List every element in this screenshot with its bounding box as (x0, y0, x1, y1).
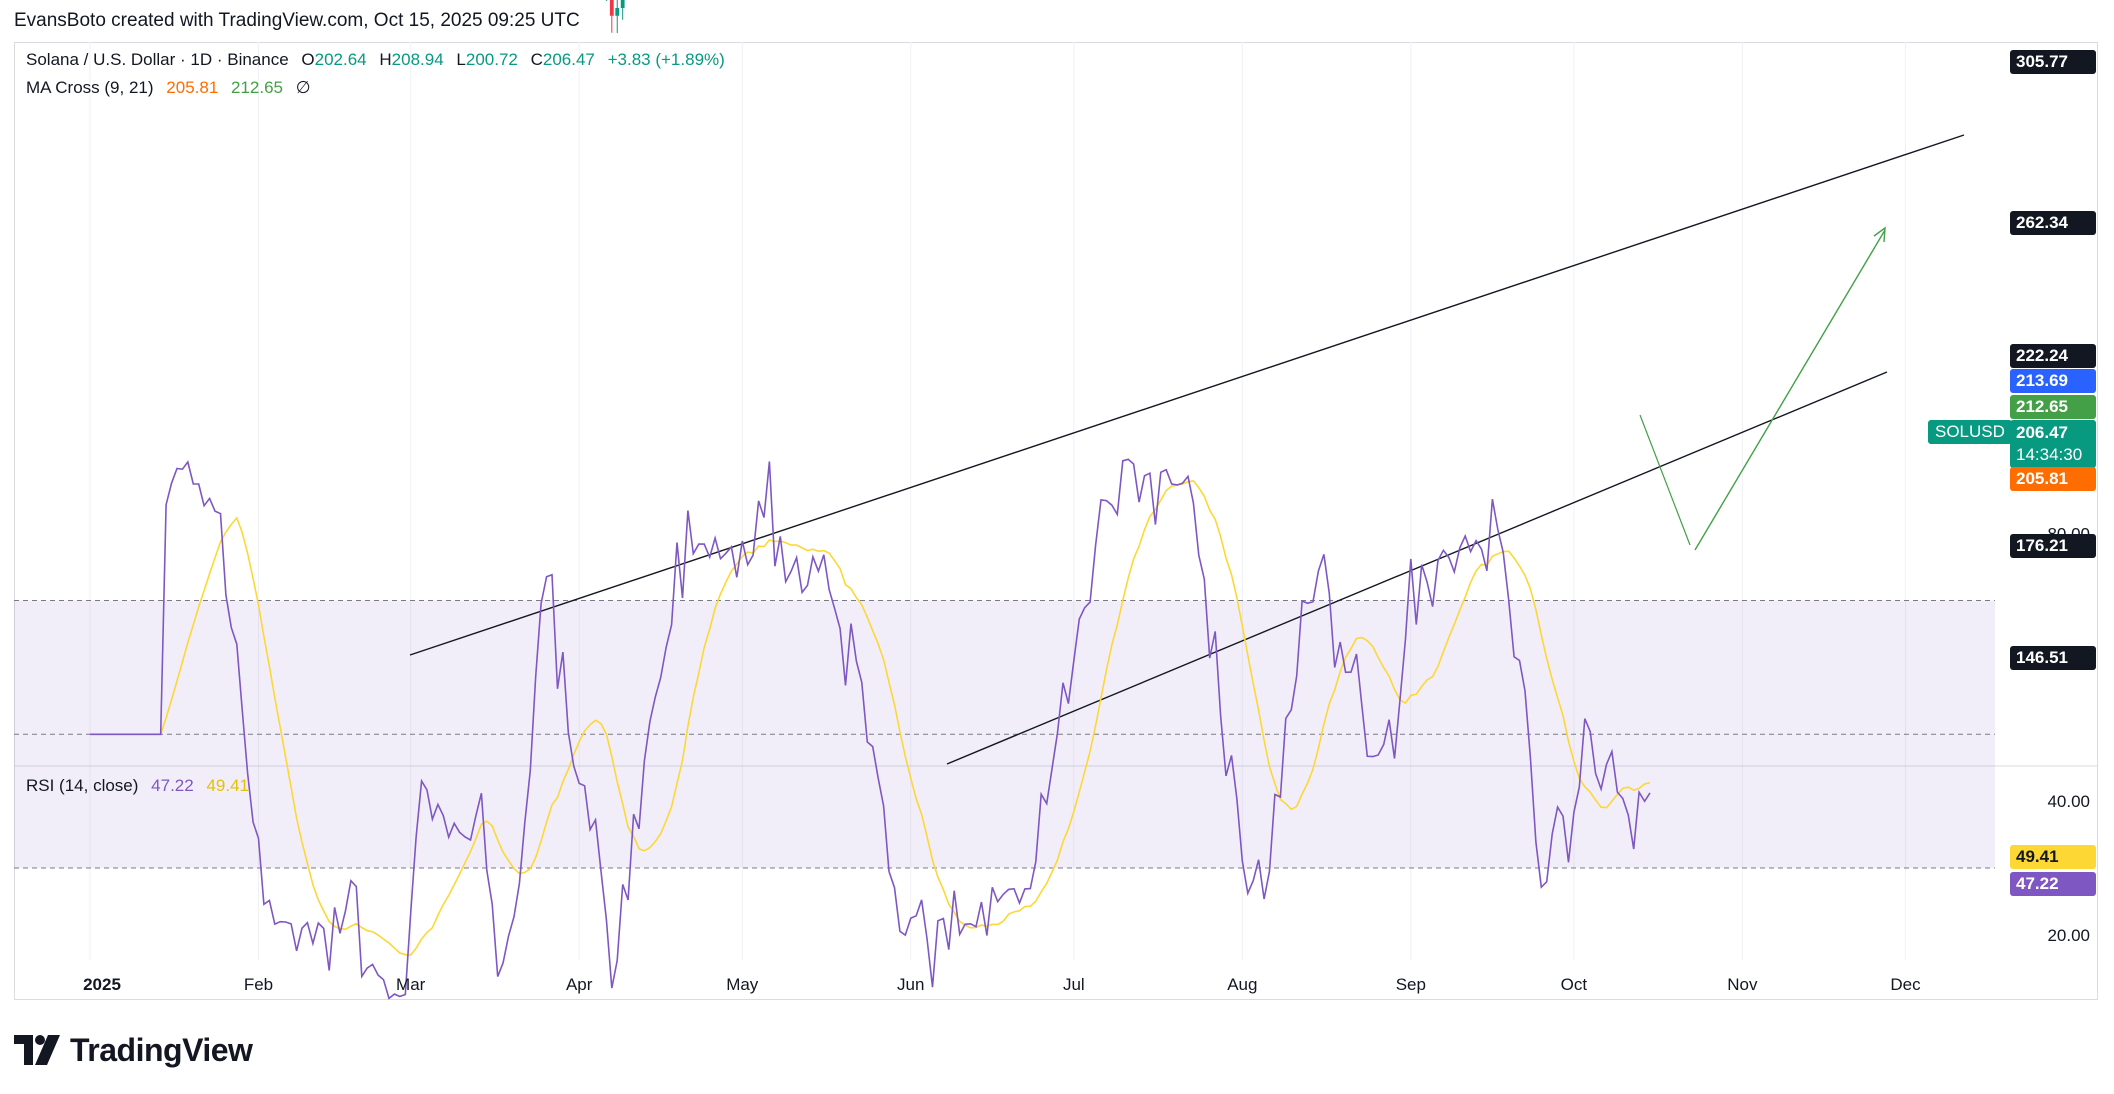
ma-fast-value: 205.81 (166, 78, 219, 97)
candle-countdown: 14:34:30 (2016, 445, 2083, 464)
badge-level-146: 146.51 (2010, 646, 2096, 670)
tradingview-logo-icon (14, 1035, 60, 1065)
badge-last-price: 206.47 14:34:30 (2010, 420, 2096, 468)
x-tick-label: Aug (1227, 975, 1257, 994)
projection-arrow (1694, 229, 1886, 551)
x-tick-label: Jul (1063, 975, 1085, 994)
open-value: 202.64 (314, 50, 367, 69)
rsi-tick-label: 20.00 (2047, 926, 2090, 945)
badge-level-222: 222.24 (2010, 344, 2096, 368)
candle-body (615, 8, 620, 16)
channel-upper-line (409, 134, 1965, 656)
projection-arrowhead (1873, 226, 1886, 243)
ma-extra: ∅ (295, 78, 311, 97)
symbol-label[interactable]: Solana / U.S. Dollar · 1D · Binance (26, 50, 289, 69)
close-label: C (530, 50, 543, 69)
candle-body (620, 0, 625, 9)
rsi-tick-label: 40.00 (2047, 792, 2090, 811)
badge-ma-slow-212: 212.65 (2010, 395, 2096, 419)
open-label: O (301, 50, 315, 69)
last-price: 206.47 (2016, 423, 2068, 442)
badge-ma-fast-205: 205.81 (2010, 467, 2096, 491)
rsi-line (90, 458, 1651, 1000)
channel-lower-line (946, 371, 1888, 765)
badge-high-305: 305.77 (2010, 50, 2096, 74)
x-tick-label: Oct (1561, 975, 1588, 994)
price-legend: Solana / U.S. Dollar · 1D · Binance O202… (26, 50, 733, 70)
rsi-ma-line (90, 480, 1651, 956)
badge-level-176: 176.21 (2010, 534, 2096, 558)
tradingview-logo[interactable]: TradingView (14, 1030, 253, 1070)
rsi-label: RSI (14, close) (26, 776, 139, 795)
high-value: 208.94 (391, 50, 444, 69)
badge-level-262: 262.34 (2010, 211, 2096, 235)
chart-frame (14, 42, 2098, 1000)
x-tick-label: 2025 (83, 975, 121, 994)
projection-leg (1639, 414, 1691, 546)
x-tick-label: Mar (396, 975, 426, 994)
x-tick-label: Apr (566, 975, 593, 994)
rsi-legend[interactable]: RSI (14, close) 47.22 49.41 (26, 776, 257, 796)
ma-label: MA Cross (9, 21) (26, 78, 154, 97)
brand-name: TradingView (70, 1031, 253, 1068)
x-tick-label: May (726, 975, 759, 994)
x-tick-label: Dec (1890, 975, 1921, 994)
change-value: +3.83 (+1.89%) (607, 50, 725, 69)
rsi-value: 47.22 (151, 776, 194, 795)
x-tick-label: Sep (1396, 975, 1426, 994)
badge-rsi: 47.22 (2010, 872, 2096, 896)
ma-legend[interactable]: MA Cross (9, 21) 205.81 212.65 ∅ (26, 78, 319, 98)
close-value: 206.47 (542, 50, 595, 69)
high-label: H (379, 50, 392, 69)
header-credit: EvansBoto created with TradingView.com, … (14, 10, 580, 31)
x-tick-label: Feb (244, 975, 273, 994)
candle-body (609, 0, 614, 16)
x-tick-label: Nov (1727, 975, 1758, 994)
badge-rsi-ma: 49.41 (2010, 845, 2096, 869)
symbol-tag[interactable]: SOLUSD (1928, 420, 2012, 444)
rsi-ma-value: 49.41 (206, 776, 249, 795)
low-value: 200.72 (465, 50, 518, 69)
ma-slow-value: 212.65 (231, 78, 284, 97)
low-label: L (456, 50, 466, 69)
x-tick-label: Jun (897, 975, 924, 994)
badge-cross-213: 213.69 (2010, 369, 2096, 393)
